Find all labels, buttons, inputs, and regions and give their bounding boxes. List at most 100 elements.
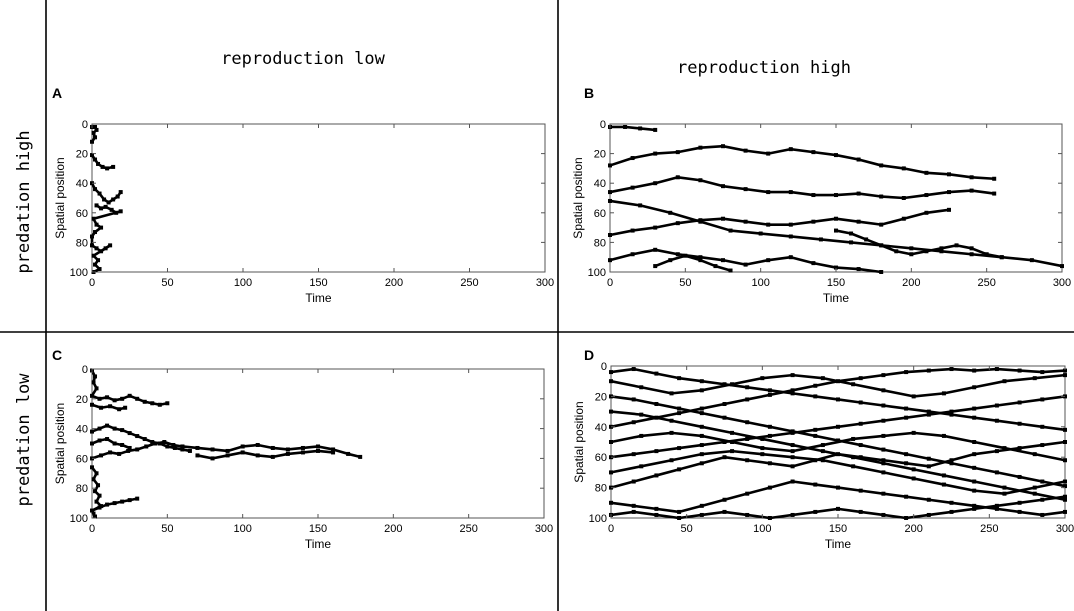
trace-segment xyxy=(911,250,927,256)
x-tick-label: 300 xyxy=(1053,277,1071,289)
trace-segment xyxy=(92,376,97,383)
trace-segment xyxy=(610,452,634,459)
trace-segment xyxy=(715,264,731,272)
trace-segment xyxy=(610,379,642,389)
trace-segment xyxy=(883,389,914,398)
trace-segment xyxy=(633,504,657,511)
trace-segment xyxy=(880,217,905,226)
trace-segment xyxy=(92,254,99,262)
trace-segment xyxy=(747,385,771,392)
trace-segment xyxy=(762,373,793,380)
trace-segment xyxy=(103,198,110,204)
x-tick-label: 0 xyxy=(608,523,614,535)
x-tick-label: 0 xyxy=(89,277,95,289)
trace-segment xyxy=(671,431,702,438)
trace-segment xyxy=(633,474,657,483)
trace-segment xyxy=(996,419,1020,426)
x-tick-label: 50 xyxy=(681,523,693,535)
trace-segment xyxy=(822,437,854,447)
trace-segment xyxy=(928,458,952,468)
trace-segment xyxy=(92,132,97,138)
trace-segment xyxy=(724,455,748,462)
trace-segment xyxy=(971,189,995,195)
trace-segment xyxy=(632,248,656,256)
trace-segment xyxy=(973,440,1005,450)
trace-segment xyxy=(1019,398,1043,404)
y-tick-label: 100 xyxy=(588,267,606,279)
trace-segment xyxy=(669,254,686,262)
trace-segment xyxy=(112,195,119,201)
trace-segment xyxy=(1004,446,1035,456)
trace-segment xyxy=(926,171,950,176)
trace-segment xyxy=(90,387,98,397)
trace-segment xyxy=(883,458,907,465)
trace-segment xyxy=(701,411,725,419)
trace-segment xyxy=(701,425,733,435)
trace-segment xyxy=(1042,440,1066,447)
trace-segment xyxy=(974,404,998,410)
trace-segment xyxy=(860,510,884,517)
trace-segment xyxy=(860,373,884,380)
x-tick-label: 100 xyxy=(233,523,251,535)
trace-segment xyxy=(943,434,975,444)
x-tick-label: 200 xyxy=(902,277,920,289)
trace-segment xyxy=(701,510,725,517)
trace-segment xyxy=(173,443,183,448)
trace-segment xyxy=(609,186,633,194)
y-tick-label: 60 xyxy=(76,453,88,465)
trace-segment xyxy=(860,443,884,451)
trace-segment xyxy=(678,443,702,450)
trace-segment xyxy=(700,220,731,232)
trace-segment xyxy=(724,510,748,517)
panels: A0 50 100 150 200 250 300020406080100TimeSpati… xyxy=(52,85,1074,551)
trace-segment xyxy=(114,442,123,447)
trace-segment xyxy=(971,175,995,181)
trace-segment xyxy=(632,181,656,189)
data-marks xyxy=(90,124,123,274)
trace-segment xyxy=(881,164,904,170)
trace-segment xyxy=(116,191,122,198)
trace-segment xyxy=(971,247,988,256)
trace-segment xyxy=(835,217,859,223)
trace-segment xyxy=(956,244,972,250)
trace-segment xyxy=(163,440,174,447)
column-header-reproduction-high: reproduction high xyxy=(677,58,851,78)
y-tick-label: 0 xyxy=(82,119,88,131)
trace-segment xyxy=(996,507,1020,514)
trace-segment xyxy=(227,451,243,457)
trace-segment xyxy=(633,416,657,424)
trace-segment xyxy=(90,466,98,475)
trace-segment xyxy=(724,492,748,502)
x-tick-label: 100 xyxy=(234,277,252,289)
trace-segment xyxy=(1034,452,1066,462)
trace-segment xyxy=(699,258,716,268)
trace-segment xyxy=(91,403,102,409)
trace-segment xyxy=(1034,492,1066,502)
x-axis-label: Time xyxy=(823,291,850,305)
trace-segment xyxy=(790,190,814,197)
trace-segment xyxy=(883,462,914,471)
plot-frame xyxy=(609,123,1063,273)
trace-segment xyxy=(641,386,672,395)
trace-segment xyxy=(996,501,1020,508)
trace-segment xyxy=(257,454,273,459)
trace-segment xyxy=(1042,510,1066,517)
trace-segment xyxy=(768,255,791,262)
trace-segment xyxy=(136,434,146,441)
trace-segment xyxy=(792,392,816,398)
trace-segment xyxy=(1042,425,1066,432)
trace-segment xyxy=(792,458,816,468)
trace-segment xyxy=(93,484,100,492)
trace-segment xyxy=(106,165,114,170)
y-tick-label: 0 xyxy=(601,361,607,373)
trace-segment xyxy=(152,401,161,407)
trace-segment xyxy=(332,448,349,456)
trace-segment xyxy=(678,513,702,520)
trace-segment xyxy=(91,427,101,433)
panel-a: A 0 50 100 150 200 250 300 0 20 40 60 80 100 Time Spati… xyxy=(52,85,554,305)
x-axis-label: Time xyxy=(305,537,332,551)
trace-segment xyxy=(129,394,138,401)
trace-segment xyxy=(1019,475,1043,483)
trace-segment xyxy=(97,162,104,169)
trace-segment xyxy=(91,506,101,512)
